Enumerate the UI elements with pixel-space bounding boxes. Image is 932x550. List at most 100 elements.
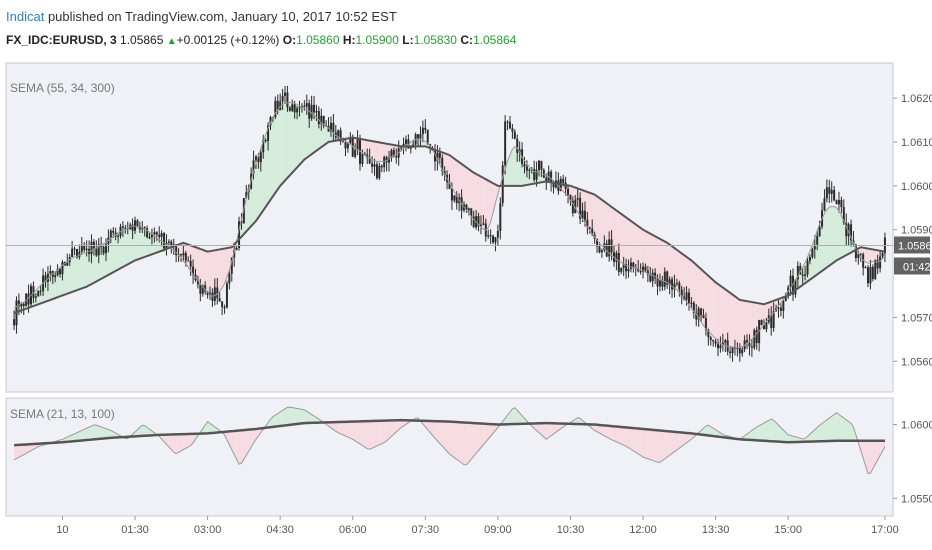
candle-body [13, 319, 16, 326]
candle-body [252, 160, 255, 174]
indicator-band-segment [345, 421, 348, 438]
band-segment [384, 143, 387, 162]
indicator-band-segment [541, 423, 544, 438]
indicator-band-segment [817, 425, 820, 442]
band-segment [870, 248, 873, 263]
indicator-band-segment [93, 424, 97, 440]
band-segment [693, 262, 697, 315]
candle-body [479, 224, 482, 227]
x-tick-label: 01:30 [121, 524, 149, 536]
band-segment [454, 158, 457, 196]
indicator-band-segment [875, 440, 878, 465]
indicator-band-segment [289, 407, 293, 425]
indicator-band-segment [304, 409, 307, 424]
candle-body [825, 187, 828, 199]
candle-body [404, 139, 407, 144]
band-segment [638, 226, 641, 270]
indicator-band-segment [485, 423, 489, 442]
candle-body [385, 157, 388, 163]
indicator-band-segment [623, 427, 627, 447]
band-segment [272, 113, 276, 197]
candle-body [441, 157, 444, 172]
indicator-pane[interactable] [5, 397, 894, 517]
band-segment [594, 194, 598, 241]
candle-body [269, 117, 272, 126]
indicator-band-segment [848, 421, 852, 441]
indicator-band-segment [398, 420, 402, 430]
band-segment [263, 134, 266, 211]
candle-body [150, 234, 153, 238]
candle-body [714, 341, 717, 344]
candle-body [320, 115, 323, 125]
band-segment [480, 176, 484, 230]
y-tick-label: 1.0600 [901, 420, 932, 432]
indicator-band-segment [384, 420, 387, 443]
indicator-band-segment [812, 429, 815, 442]
candle-body [801, 274, 804, 276]
indicator-band-segment [210, 423, 213, 434]
band-segment [323, 124, 327, 146]
candle-body [20, 303, 23, 307]
indicator-band-segment [381, 420, 385, 444]
indicator-band-segment [776, 422, 779, 442]
indicator-band-segment [21, 444, 24, 456]
indicator-band-segment [749, 430, 752, 441]
indicator-band-segment [401, 420, 404, 428]
candle-body [859, 253, 862, 255]
band-segment [616, 210, 619, 261]
band-segment [210, 250, 213, 297]
band-segment [277, 106, 281, 190]
band-segment [154, 235, 157, 254]
candle-body [506, 121, 509, 123]
candle-body [56, 269, 59, 276]
candle-body [709, 337, 712, 340]
candle-body [22, 303, 25, 306]
price-tag-box [894, 236, 930, 254]
band-segment [592, 193, 595, 238]
indicator-band-segment [18, 444, 22, 458]
candle-body [661, 280, 664, 287]
candle-body [90, 241, 93, 254]
indicator-band-segment [280, 410, 283, 427]
candle-body [27, 293, 30, 305]
band-segment [301, 107, 305, 163]
main-indicator-label: SEMA (55, 34, 300) [10, 81, 115, 95]
indicator-band-segment [193, 433, 196, 443]
candle-body [864, 267, 867, 269]
band-segment [449, 155, 452, 188]
indicator-band-segment [277, 412, 281, 427]
indicator-band-segment [793, 436, 796, 443]
band-segment [55, 270, 58, 299]
band-segment [872, 249, 876, 262]
candle-body [748, 343, 751, 347]
candle-body [332, 122, 335, 133]
indicator-band-segment [190, 433, 194, 446]
band-segment [490, 181, 494, 223]
indicator-band-segment [664, 430, 668, 459]
candle-body [436, 152, 439, 162]
candle-body [380, 165, 383, 168]
candle-body [346, 142, 349, 149]
candle-body [199, 284, 202, 294]
candle-body [879, 256, 882, 269]
indicator-band-segment [512, 407, 515, 425]
indicator-band-segment [142, 425, 145, 436]
indicator-band-segment [505, 415, 508, 425]
band-segment [294, 103, 298, 171]
candle-body [121, 226, 124, 228]
candle-body [104, 243, 107, 254]
candle-body [417, 134, 420, 139]
indicator-band-segment [439, 421, 443, 447]
candle-body [869, 266, 872, 284]
candle-body [697, 308, 700, 320]
candle-body [279, 101, 282, 111]
band-segment [314, 114, 317, 153]
author-link[interactable]: Indicat [6, 9, 45, 24]
indicator-band-segment [490, 424, 494, 437]
band-segment [589, 192, 593, 235]
band-segment [669, 244, 673, 287]
indicator-band-segment [396, 420, 399, 432]
candle-body [719, 345, 722, 349]
x-tick-label: 10 [56, 524, 68, 536]
